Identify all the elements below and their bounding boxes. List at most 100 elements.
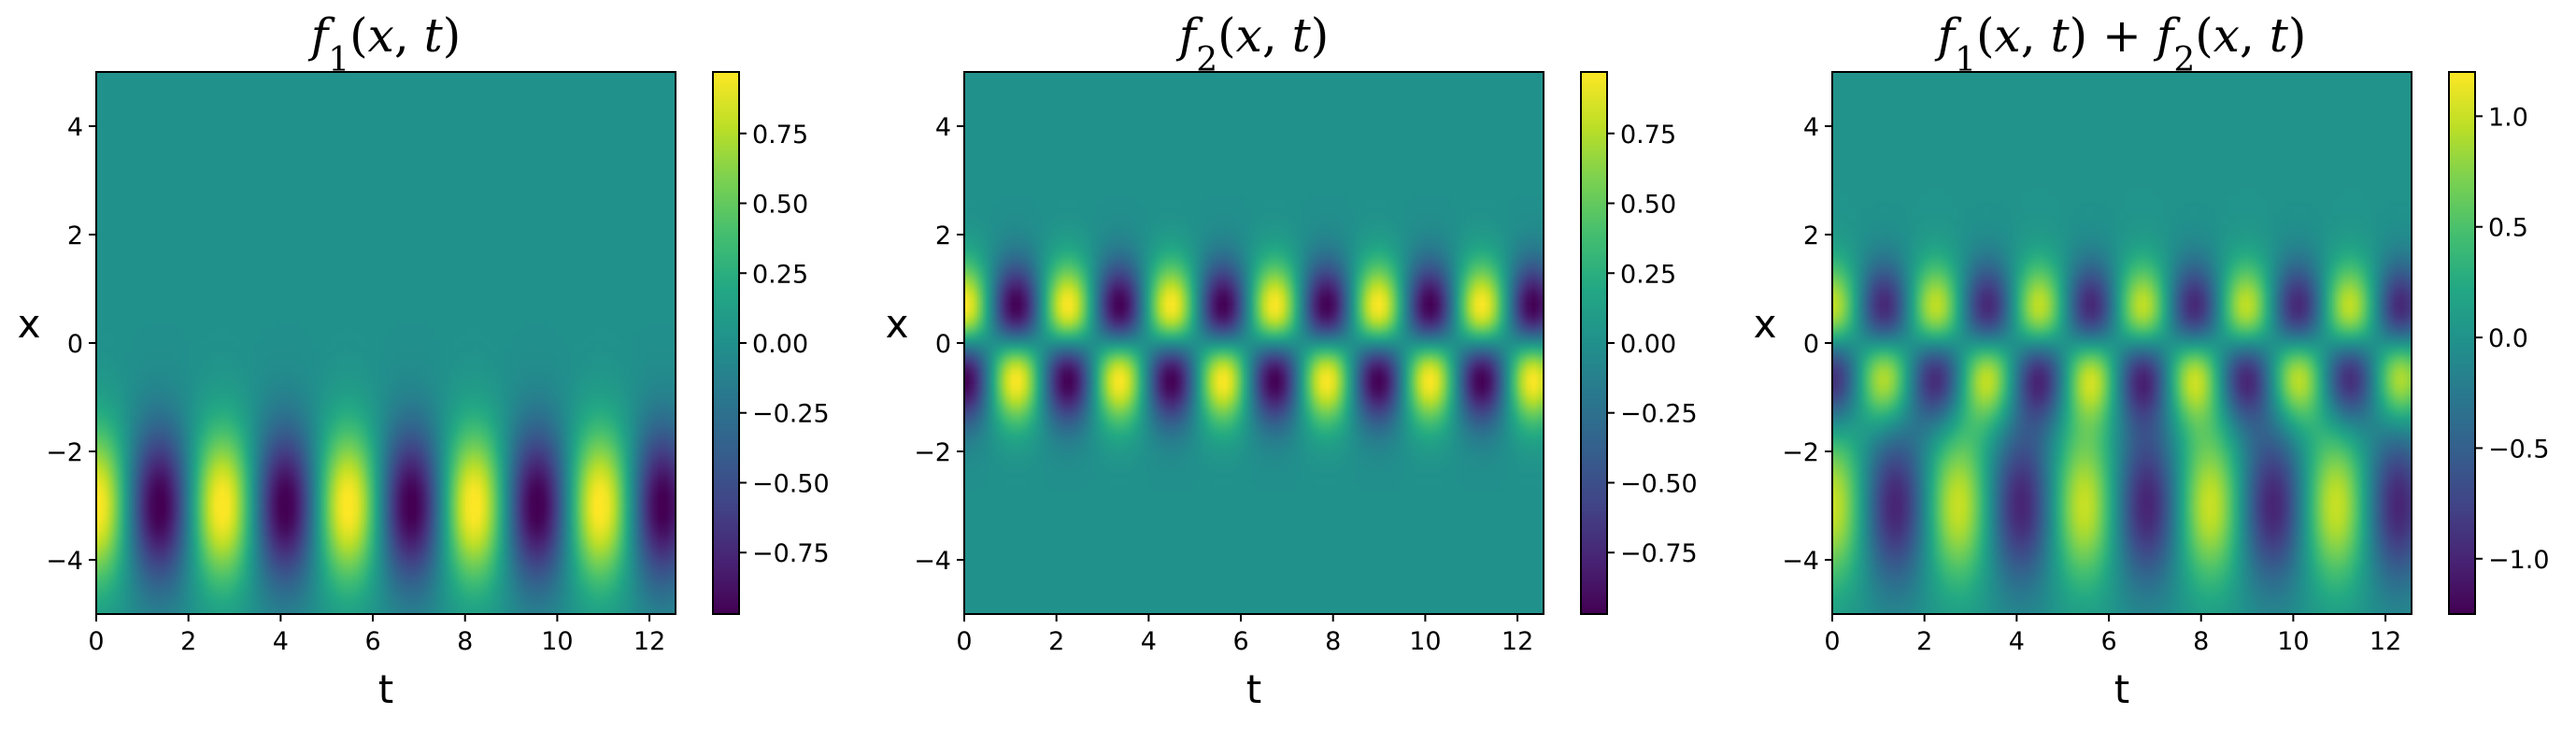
x-tick-label: 12 [633,627,665,656]
y-tick-label: −2 [1782,438,1819,467]
x-tick-label: 4 [1141,627,1157,656]
title-part: x [1236,8,1262,63]
title-part: 2 [1196,41,1217,79]
chart-title-3: f1(x, t) + f2(x, t) [1934,8,2307,79]
title-part: x [2213,8,2240,63]
title-part: t [2051,8,2071,63]
title-part: ( [1217,8,1236,63]
colorbar-tick-label: −0.75 [752,539,830,568]
colorbar: 1.0 0.5 0.0 −0.5 −1.0 [2448,71,2550,615]
x-tick-label: 10 [541,627,573,656]
x-tick-label: 0 [956,627,972,656]
y-tick-label: 2 [935,222,951,250]
title-part: , [2021,8,2051,63]
title-part: ( [2195,8,2213,63]
title-part: ) + [2070,8,2156,63]
x-axis-label: t [2114,666,2129,712]
colorbar-tick-label: 0.25 [752,260,808,289]
colorbar-tick-label: −0.75 [1620,539,1698,568]
y-tick-label: 0 [1803,330,1819,359]
title-part: , [394,8,424,63]
title-part: t [1292,8,1312,63]
colorbar-tick-label: 0.00 [752,330,808,359]
heatmap-image [96,72,676,614]
chart-panel-3: 0 2 4 6 8 10 12 −4 −2 0 2 4 t x 1.0 0.5 0.0 −0.5 −1.0 [1754,71,2550,712]
title-part: ) [2288,8,2307,63]
x-tick-label: 4 [273,627,289,656]
y-tick-label: −4 [914,547,951,576]
colorbar-tick-label: −0.5 [2488,435,2550,464]
x-tick-label: 12 [2370,627,2401,656]
title-part: ( [349,8,368,63]
chart-panel-1: 0 2 4 6 8 10 12 −4 −2 0 2 4 t x 0.75 0.50 0.25 0.00 −0.25 −… [18,71,830,712]
colorbar-gradient [713,72,739,614]
colorbar-tick-label: −0.25 [1620,400,1698,429]
x-tick-label: 2 [1916,627,1932,656]
colorbar-gradient [2449,72,2475,614]
title-part: ) [443,8,462,63]
x-tick-label: 10 [1409,627,1441,656]
colorbar-tick-label: −0.25 [752,400,830,429]
colorbar-tick-label: 0.75 [1620,121,1676,150]
x-tick-label: 8 [1325,627,1341,656]
title-part: x [1995,8,2021,63]
heatmap-image [1832,72,2412,614]
colorbar-tick-label: 0.00 [1620,330,1676,359]
y-tick-label: −2 [46,438,83,467]
title-part: 1 [1955,41,1976,79]
y-tick-label: −2 [914,438,951,467]
colorbar-tick-label: 0.25 [1620,260,1676,289]
x-tick-label: 6 [1232,627,1248,656]
y-tick-label: 4 [1803,113,1819,142]
y-tick-label: 4 [935,113,951,142]
y-axis-label: x [1754,301,1777,347]
colorbar-tick-label: 1.0 [2488,103,2528,132]
x-axis-label: t [378,666,393,712]
title-part: 1 [328,41,349,79]
title-part: 2 [2173,41,2195,79]
title-part: t [2270,8,2289,63]
colorbar-tick-label: 0.50 [752,191,808,220]
colorbar-tick-label: 0.5 [2488,214,2528,243]
title-part: ) [1311,8,1330,63]
colorbar: 0.75 0.50 0.25 0.00 −0.25 −0.50 −0.75 [1580,71,1698,615]
colorbar-frame [2448,71,2476,615]
heatmap-image [964,72,1544,614]
title-part: t [424,8,444,63]
x-tick-label: 8 [457,627,473,656]
y-tick-label: −4 [1782,547,1819,576]
title-part: , [1262,8,1292,63]
x-tick-label: 0 [88,627,104,656]
y-tick-label: 0 [935,330,951,359]
chart-title-1: f1(x, t) [307,8,462,79]
x-tick-label: 10 [2277,627,2309,656]
y-tick-label: 2 [1803,222,1819,250]
y-tick-label: −4 [46,547,83,576]
colorbar-gradient [1581,72,1607,614]
colorbar-tick-label: 0.75 [752,121,808,150]
x-tick-label: 6 [2100,627,2116,656]
x-tick-label: 4 [2009,627,2025,656]
x-tick-label: 8 [2193,627,2209,656]
colorbar-tick-label: −0.50 [752,469,830,498]
colorbar-tick-label: −0.50 [1620,469,1698,498]
colorbar-tick-label: −1.0 [2488,546,2550,575]
title-part: , [2240,8,2270,63]
colorbar-tick-label: 0.50 [1620,191,1676,220]
y-tick-label: 0 [67,330,83,359]
x-axis-label: t [1246,666,1261,712]
chart-title-2: f2(x, t) [1175,8,1330,79]
x-tick-label: 6 [364,627,380,656]
y-axis-label: x [886,301,909,347]
title-part: x [368,8,394,63]
colorbar: 0.75 0.50 0.25 0.00 −0.25 −0.50 −0.75 [712,71,830,615]
colorbar-tick-label: 0.0 [2488,324,2528,353]
y-tick-label: 4 [67,113,83,142]
x-tick-label: 2 [1048,627,1064,656]
x-tick-label: 2 [180,627,196,656]
x-tick-label: 0 [1824,627,1840,656]
chart-panel-2: 0 2 4 6 8 10 12 −4 −2 0 2 4 t x 0.75 0.50 0.25 0.00 −0.25 −… [886,71,1698,712]
title-part: ( [1976,8,1995,63]
y-axis-label: x [18,301,41,347]
